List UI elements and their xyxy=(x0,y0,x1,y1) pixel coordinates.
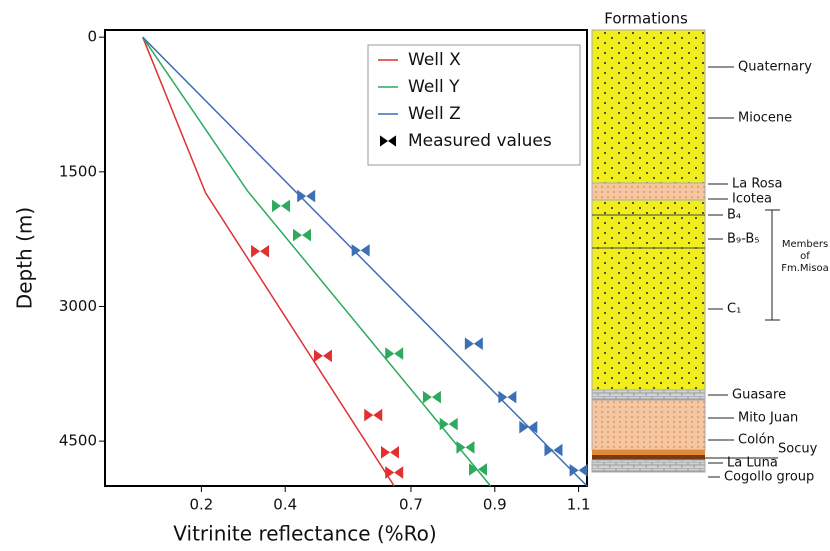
measured-marker xyxy=(385,466,404,479)
measured-marker xyxy=(422,390,441,404)
y-axis-title: Depth (m) xyxy=(13,207,37,309)
y-tick-label: 0 xyxy=(87,28,97,46)
measured-marker xyxy=(544,443,563,457)
x-tick-label: 0.2 xyxy=(189,496,213,514)
members-label: Members xyxy=(782,239,828,250)
measured-marker xyxy=(351,244,370,257)
formation-column xyxy=(591,29,780,473)
formation-label: Quaternary xyxy=(738,60,812,75)
legend-label: Measured values xyxy=(408,131,552,151)
measured-marker xyxy=(385,347,404,360)
members-label: Fm.Misoa xyxy=(781,263,829,274)
x-tick-label: 1.1 xyxy=(567,496,591,514)
legend-marker xyxy=(380,135,396,147)
measured-marker xyxy=(464,337,483,351)
legend-label: Well X xyxy=(408,50,461,70)
measured-marker xyxy=(439,417,458,431)
measured-marker xyxy=(519,420,538,434)
measured-marker xyxy=(498,390,517,404)
formation-label: Colón xyxy=(738,433,775,448)
measured-marker xyxy=(292,228,311,242)
x-tick-label: 0.4 xyxy=(273,496,297,514)
measured-marker xyxy=(297,189,316,203)
formation-label: Socuy xyxy=(778,442,818,457)
measured-marker xyxy=(313,349,332,363)
legend-box xyxy=(367,44,581,166)
formation-label: Guasare xyxy=(732,388,786,403)
formation-label: Cogollo group xyxy=(724,470,814,485)
measured-marker xyxy=(251,244,270,258)
formation-label: B₉-B₅ xyxy=(727,232,760,247)
measured-marker xyxy=(272,199,291,213)
measured-marker xyxy=(569,463,588,477)
formation-label: B₄ xyxy=(727,208,741,223)
x-tick-label: 0.7 xyxy=(399,496,423,514)
formation-label: Miocene xyxy=(738,111,792,126)
y-tick-label: 4500 xyxy=(59,432,97,450)
x-axis-title: Vitrinite reflectance (%Ro) xyxy=(173,522,436,546)
x-tick-label: 0.9 xyxy=(483,496,507,514)
formation-label: La Luna xyxy=(727,456,778,471)
formations-title: Formations xyxy=(604,10,688,28)
well-line xyxy=(142,36,588,487)
measured-marker xyxy=(381,446,400,459)
well-line xyxy=(142,36,492,487)
y-tick-label: 3000 xyxy=(59,297,97,315)
measured-marker xyxy=(469,463,488,476)
measured-marker xyxy=(364,408,383,422)
well-line xyxy=(142,36,395,487)
plot-frame xyxy=(104,29,588,487)
members-label: of xyxy=(800,251,810,262)
legend-label: Well Y xyxy=(408,77,460,97)
measured-marker xyxy=(456,441,475,454)
formation-label: Icotea xyxy=(732,192,772,207)
y-tick-label: 1500 xyxy=(59,162,97,180)
formation-label: La Rosa xyxy=(732,177,782,192)
formation-label: Mito Juan xyxy=(738,411,798,426)
legend-label: Well Z xyxy=(408,104,461,124)
formation-label: C₁ xyxy=(727,302,741,317)
